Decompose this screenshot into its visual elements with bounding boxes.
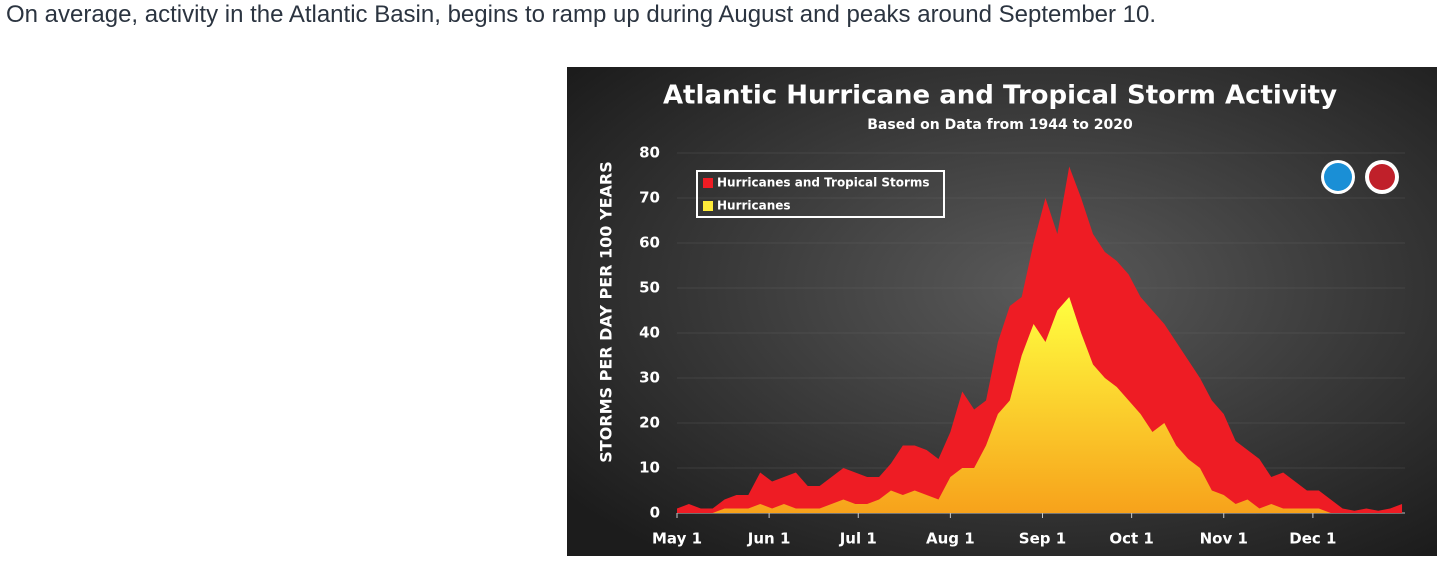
legend-swatch: [703, 201, 713, 211]
x-tick-label: Nov 1: [1200, 530, 1248, 548]
legend: Hurricanes and Tropical Storms Hurricanes: [703, 176, 930, 213]
logos: [1321, 160, 1399, 194]
x-tick-label: Jul 1: [839, 530, 877, 548]
chart-title: Atlantic Hurricane and Tropical Storm Ac…: [663, 81, 1337, 111]
y-tick-label: 50: [639, 279, 660, 297]
x-tick-label: Jun 1: [747, 530, 791, 548]
x-tick-label: Oct 1: [1109, 530, 1153, 548]
x-tick-label: Sep 1: [1019, 530, 1066, 548]
logo: [1369, 164, 1395, 190]
legend-label: Hurricanes and Tropical Storms: [717, 176, 930, 190]
y-tick-label: 20: [639, 414, 660, 432]
x-tick-label: Aug 1: [926, 530, 975, 548]
y-tick-label: 10: [639, 459, 660, 477]
area: [677, 297, 1403, 513]
x-tick-label: May 1: [652, 530, 702, 548]
y-tick-label: 0: [650, 504, 660, 522]
y-tick-label: 60: [639, 234, 660, 252]
x-tick-label: Dec 1: [1289, 530, 1336, 548]
plot: 0 10 20 30 40 50 60 70 80 May 1 Jun 1 Jul 1 Aug 1 Sep…: [639, 144, 1405, 548]
intro-text: On average, activity in the Atlantic Bas…: [6, 1, 1157, 28]
legend-label: Hurricanes: [717, 199, 791, 213]
y-tick-label: 80: [639, 144, 660, 162]
y-tick-label: 70: [639, 189, 660, 207]
y-tick-label: 40: [639, 324, 660, 342]
logo: [1324, 163, 1352, 191]
chart-subtitle: Based on Data from 1944 to 2020: [867, 117, 1133, 133]
y-axis-label: STORMS PER DAY PER 100 YEARS: [597, 161, 616, 462]
legend-box: [696, 170, 945, 218]
legend-swatch: [703, 178, 713, 188]
y-tick-label: 30: [639, 369, 660, 387]
